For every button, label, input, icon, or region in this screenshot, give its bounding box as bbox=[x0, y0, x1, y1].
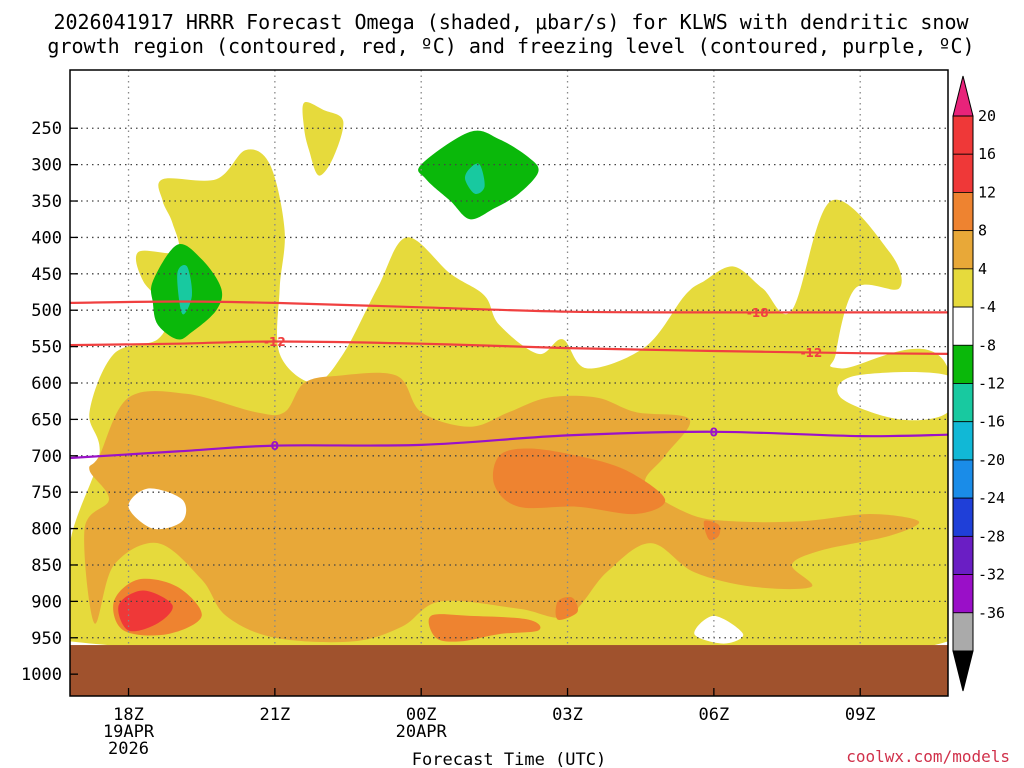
omega-colorbar: 20 16 12 8 4 -4 -8 -12 -16 -20 -24 -28 -32 -36 bbox=[952, 75, 1005, 692]
colorbar-frame bbox=[952, 115, 974, 652]
colorbar-label-12: 12 bbox=[978, 183, 996, 201]
x-tick-label-09Z: 09Z bbox=[845, 705, 876, 725]
x-tick-label-18Z: 18Z bbox=[113, 705, 144, 725]
colorbar-label-4: 4 bbox=[978, 260, 987, 278]
colorbar-label--36: -36 bbox=[978, 604, 1005, 622]
colorbar-band--4 bbox=[952, 306, 974, 346]
colorbar-label-16: 16 bbox=[978, 145, 996, 163]
colorbar-band--8 bbox=[952, 344, 974, 384]
omega-region-descent-4-8-pocket-b bbox=[694, 615, 744, 644]
x-tick-label-21Z: 21Z bbox=[260, 705, 291, 725]
y-tick-label-500: 500 bbox=[31, 301, 62, 321]
y-tick-label-750: 750 bbox=[31, 483, 62, 503]
colorbar-label-8: 8 bbox=[978, 222, 987, 240]
colorbar-top-arrow bbox=[952, 75, 974, 117]
y-tick-label-250: 250 bbox=[31, 119, 62, 139]
omega-shading bbox=[70, 102, 948, 666]
y-tick-label-300: 300 bbox=[31, 156, 62, 176]
y-tick-label-900: 900 bbox=[31, 592, 62, 612]
colorbar-label--4: -4 bbox=[978, 298, 996, 316]
contour-label--18: -18 bbox=[747, 306, 769, 320]
x-tick-label-2026: 2026 bbox=[108, 739, 149, 759]
colorbar-band-4 bbox=[952, 268, 974, 308]
y-tick-label-550: 550 bbox=[31, 338, 62, 358]
colorbar-label--28: -28 bbox=[978, 527, 1005, 545]
y-tick-label-350: 350 bbox=[31, 192, 62, 212]
colorbar-label--12: -12 bbox=[978, 375, 1005, 393]
colorbar-label--32: -32 bbox=[978, 566, 1005, 584]
colorbar-label-20: 20 bbox=[978, 107, 996, 125]
colorbar-band--16 bbox=[952, 421, 974, 461]
x-axis-label: Forecast Time (UTC) bbox=[412, 750, 606, 768]
omega-region-ascent-12-16-a bbox=[492, 448, 666, 515]
colorbar-label--24: -24 bbox=[978, 489, 1005, 507]
colorbar-label--20: -20 bbox=[978, 451, 1005, 469]
colorbar-band--12 bbox=[952, 383, 974, 423]
omega-region-ascent-16-20-core bbox=[118, 590, 173, 632]
y-tick-label-400: 400 bbox=[31, 228, 62, 248]
site-credit: coolwx.com/models bbox=[846, 747, 1010, 766]
y-tick-label-700: 700 bbox=[31, 447, 62, 467]
omega-region-ascent-12-16-b bbox=[428, 614, 541, 642]
omega-region-descent-4-8-pocket-c bbox=[837, 372, 948, 421]
y-tick-label-450: 450 bbox=[31, 265, 62, 285]
ground-below-surface bbox=[70, 645, 948, 696]
omega-region-descent-12-16-b bbox=[464, 163, 485, 194]
y-tick-label-600: 600 bbox=[31, 374, 62, 394]
omega-region-ascent-12-16-d bbox=[703, 520, 721, 541]
contour-label--12: -12 bbox=[264, 335, 286, 349]
colorbar-band--28 bbox=[952, 535, 974, 575]
chart-title-line-1: 2026041917 HRRR Forecast Omega (shaded, … bbox=[53, 10, 969, 34]
colorbar-label--16: -16 bbox=[978, 413, 1005, 431]
y-tick-label-850: 850 bbox=[31, 556, 62, 576]
colorbar-band-12 bbox=[952, 192, 974, 232]
colorbar-band-16 bbox=[952, 153, 974, 193]
colorbar-band-8 bbox=[952, 230, 974, 270]
contour-line--12 bbox=[70, 340, 948, 355]
x-tick-label-20APR: 20APR bbox=[396, 722, 448, 742]
y-tick-label-1000: 1000 bbox=[21, 665, 62, 685]
colorbar-band--32 bbox=[952, 574, 974, 614]
x-tick-label-00Z: 00Z bbox=[406, 705, 437, 725]
contour-line-0 bbox=[70, 430, 948, 460]
omega-region-ascent-12-16-c bbox=[555, 596, 579, 620]
x-tick-label-19APR: 19APR bbox=[103, 722, 155, 742]
contour-label-0: 0 bbox=[710, 425, 718, 439]
chart-title-line-2: growth region (contoured, red, ºC) and f… bbox=[47, 34, 974, 58]
y-tick-label-650: 650 bbox=[31, 410, 62, 430]
colorbar-band--24 bbox=[952, 497, 974, 537]
contour-label-0: 0 bbox=[271, 439, 279, 453]
colorbar-bottom-arrow bbox=[952, 650, 974, 692]
y-axis-pressure: 250 300 350 400 450 500 550 600 650 700 750 800 850 9… bbox=[21, 119, 78, 685]
colorbar-label--8: -8 bbox=[978, 336, 996, 354]
colorbar-band--36 bbox=[952, 612, 974, 652]
x-tick-label-03Z: 03Z bbox=[552, 705, 583, 725]
contour-label--12: -12 bbox=[801, 346, 823, 360]
omega-region-ascent-8-12-mid bbox=[84, 372, 920, 643]
contour-lines: -18 -12 -12 0 0 bbox=[70, 300, 948, 460]
x-tick-label-06Z: 06Z bbox=[699, 705, 730, 725]
omega-region-ascent-4-8-upper-center bbox=[302, 102, 344, 176]
omega-region-descent-4-8-pocket-a bbox=[128, 488, 187, 530]
colorbar-band-20 bbox=[952, 115, 974, 155]
grid-lines bbox=[70, 70, 948, 646]
y-tick-label-950: 950 bbox=[31, 629, 62, 649]
contour-line--18 bbox=[70, 300, 948, 314]
colorbar-band--20 bbox=[952, 459, 974, 499]
y-tick-label-800: 800 bbox=[31, 520, 62, 540]
